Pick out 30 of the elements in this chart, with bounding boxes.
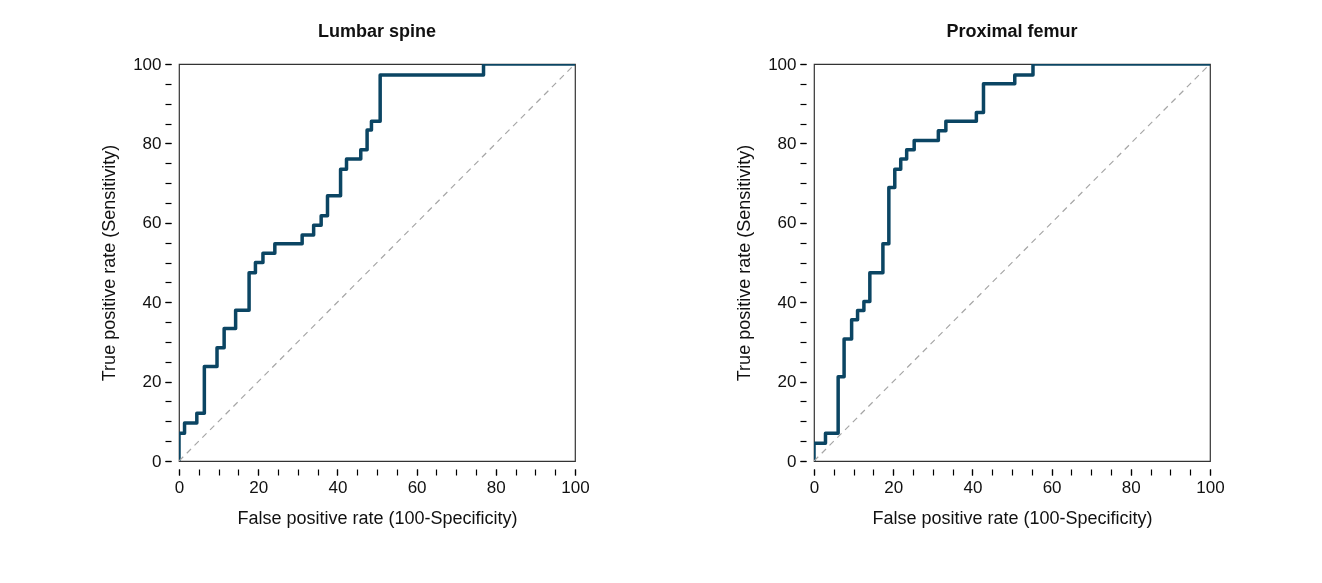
x-tick-label: 0: [809, 477, 820, 497]
y-tick-label: 40: [777, 292, 797, 312]
y-tick-label: 60: [142, 213, 162, 233]
x-tick-label: 60: [407, 477, 427, 497]
y-tick-label: 20: [777, 372, 797, 392]
x-tick-label: 60: [1042, 477, 1062, 497]
x-tick-label: 0: [174, 477, 185, 497]
chart-title: Proximal femur: [946, 21, 1078, 41]
chart-title: Lumbar spine: [317, 21, 437, 41]
x-tick-label: 20: [249, 477, 269, 497]
x-tick-label: 100: [1196, 477, 1225, 497]
y-tick-label: 40: [142, 292, 162, 312]
y-tick-label: 20: [142, 372, 162, 392]
y-tick-label: 0: [152, 451, 162, 471]
x-axis-title: False positive rate (100-Specificity): [872, 507, 1153, 528]
x-tick-label: 20: [884, 477, 904, 497]
y-tick-label: 100: [768, 54, 797, 74]
x-tick-label: 100: [561, 477, 590, 497]
y-tick-label: 80: [777, 133, 797, 153]
y-axis-title: True positive rate (Sensitivity): [99, 144, 120, 382]
y-tick-label: 0: [787, 451, 797, 471]
y-tick-label: 100: [133, 54, 162, 74]
y-tick-label: 60: [777, 213, 797, 233]
y-axis-title: True positive rate (Sensitivity): [734, 144, 755, 382]
x-tick-label: 80: [1121, 477, 1141, 497]
x-tick-label: 40: [963, 477, 983, 497]
y-tick-label: 80: [142, 133, 162, 153]
x-tick-label: 40: [328, 477, 348, 497]
x-axis-title: False positive rate (100-Specificity): [237, 507, 518, 528]
x-tick-label: 80: [486, 477, 506, 497]
